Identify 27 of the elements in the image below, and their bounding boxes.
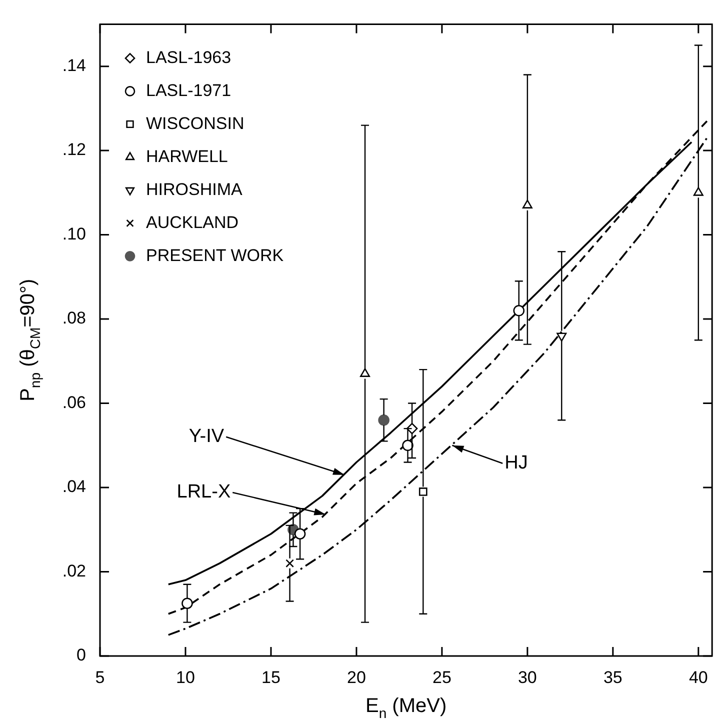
- legend-label: LASL-1963: [146, 48, 232, 67]
- annotation: Y-IV: [188, 426, 224, 448]
- legend-label: WISCONSIN: [146, 114, 244, 133]
- x-tick-label: 30: [518, 668, 537, 687]
- y-tick-label: .04: [62, 477, 86, 496]
- y-tick-label: .10: [62, 224, 86, 244]
- y-tick-label: .08: [62, 308, 86, 328]
- x-tick-label: 20: [347, 668, 366, 687]
- legend-label: HIROSHIMA: [146, 180, 243, 199]
- x-tick-label: 35: [603, 668, 622, 687]
- y-tick-label: .14: [62, 56, 86, 76]
- x-tick-label: 5: [95, 668, 105, 687]
- y-tick-label: .12: [62, 140, 86, 160]
- legend-label: PRESENT WORK: [146, 246, 284, 265]
- x-tick-label: 10: [176, 668, 195, 687]
- legend-label: LASL-1971: [146, 80, 232, 100]
- y-tick-label: 0: [76, 646, 86, 665]
- y-axis-title: Pnp (θCM=90°): [17, 278, 43, 402]
- annotation: HJ: [504, 452, 528, 474]
- x-tick-label: 25: [432, 668, 452, 687]
- y-tick-label: .02: [62, 561, 86, 580]
- x-tick-label: 15: [262, 668, 280, 687]
- x-tick-label: 40: [688, 668, 708, 687]
- legend-label: HARWELL: [146, 146, 228, 166]
- legend-label: AUCKLAND: [146, 212, 239, 232]
- annotation: LRL-X: [176, 482, 231, 503]
- y-tick-label: .06: [62, 392, 86, 412]
